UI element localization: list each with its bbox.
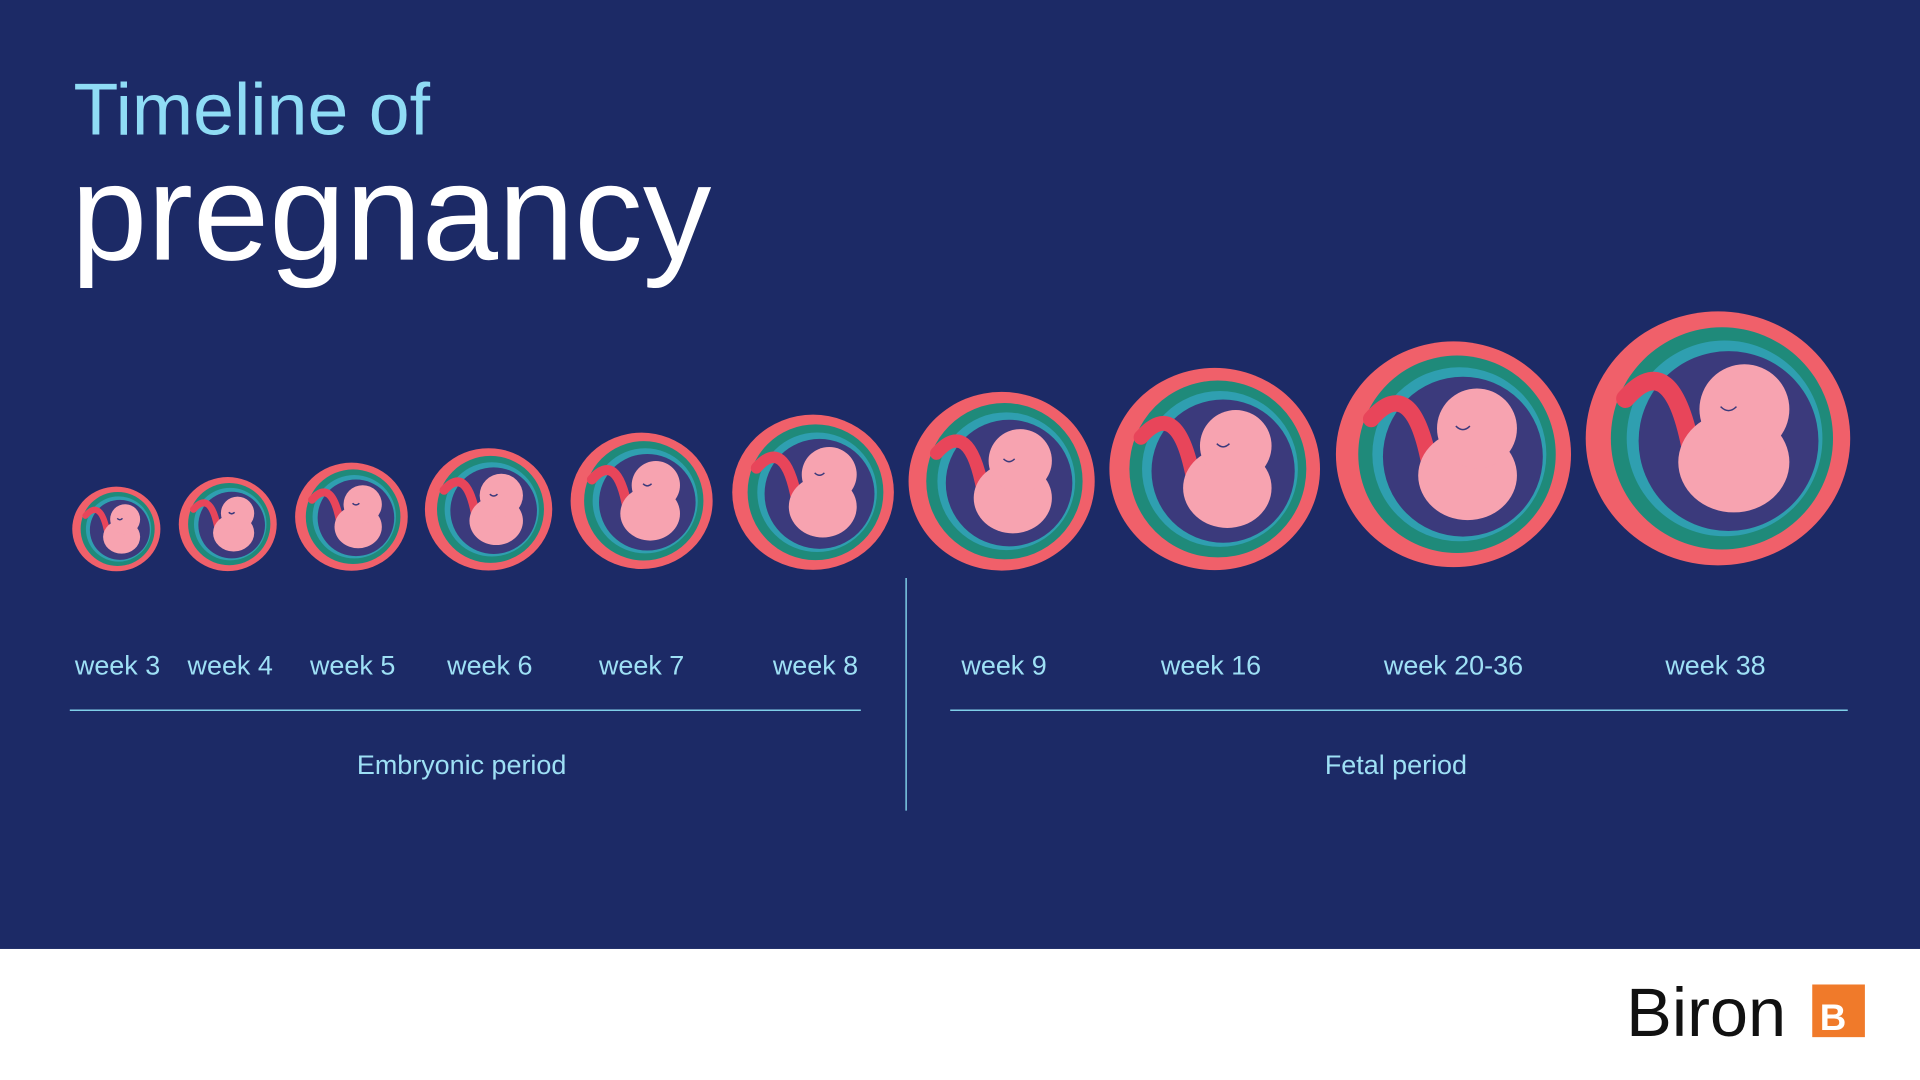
head — [220, 496, 255, 530]
eye — [116, 517, 124, 521]
head — [1437, 388, 1517, 469]
stage-label: week 4 — [187, 651, 273, 681]
title-line1: Timeline of — [73, 68, 430, 151]
cord — [586, 465, 633, 513]
stage-label: week 38 — [1664, 651, 1765, 681]
stage-label: week 3 — [74, 651, 160, 681]
embryo — [424, 448, 553, 571]
embryo — [1335, 341, 1572, 568]
eye — [228, 511, 236, 515]
stage-label: week 8 — [772, 651, 858, 681]
embryo — [178, 477, 277, 572]
eye — [814, 472, 825, 477]
embryos — [72, 311, 1851, 572]
cord — [1616, 371, 1701, 461]
embryo — [732, 414, 894, 570]
stage-label: week 7 — [598, 651, 684, 681]
cord — [439, 477, 481, 521]
stage-label: week 9 — [960, 651, 1046, 681]
cord — [1362, 395, 1439, 475]
head — [988, 429, 1052, 493]
eye — [1002, 458, 1016, 463]
embryo — [1109, 367, 1320, 571]
footer — [0, 948, 1920, 1080]
embryo — [908, 391, 1095, 571]
stage-label: week 5 — [309, 651, 395, 681]
cord — [750, 451, 803, 506]
head — [110, 504, 141, 535]
head — [343, 485, 382, 524]
head — [1199, 410, 1272, 482]
eye — [642, 483, 653, 487]
embryo — [72, 486, 161, 572]
head — [631, 461, 680, 510]
cord — [1133, 416, 1202, 487]
embryo — [295, 462, 408, 571]
head — [1699, 364, 1790, 455]
stage-label: week 20-36 — [1383, 651, 1523, 681]
cord — [929, 434, 990, 498]
eye — [1455, 425, 1471, 431]
eye — [1216, 443, 1230, 448]
brand-logo-letter: B — [1820, 997, 1847, 1038]
head — [801, 446, 857, 502]
brand-logo — [1812, 984, 1865, 1038]
brand-name: Biron — [1626, 974, 1786, 1051]
embryo — [1585, 311, 1851, 566]
stage-labels: week 3 week 4 week 5 week 6 week 7 week 8 week… — [74, 651, 1766, 681]
period-label: Embryonic period — [357, 750, 566, 780]
eye — [1720, 406, 1737, 412]
title-line2: pregnancy — [71, 137, 712, 290]
eye — [489, 493, 499, 497]
stage-label: week 16 — [1160, 651, 1261, 681]
embryo — [570, 432, 713, 569]
stage-label: week 6 — [446, 651, 532, 681]
head — [479, 473, 523, 518]
period-label: Fetal period — [1325, 750, 1467, 780]
eye — [352, 502, 360, 506]
